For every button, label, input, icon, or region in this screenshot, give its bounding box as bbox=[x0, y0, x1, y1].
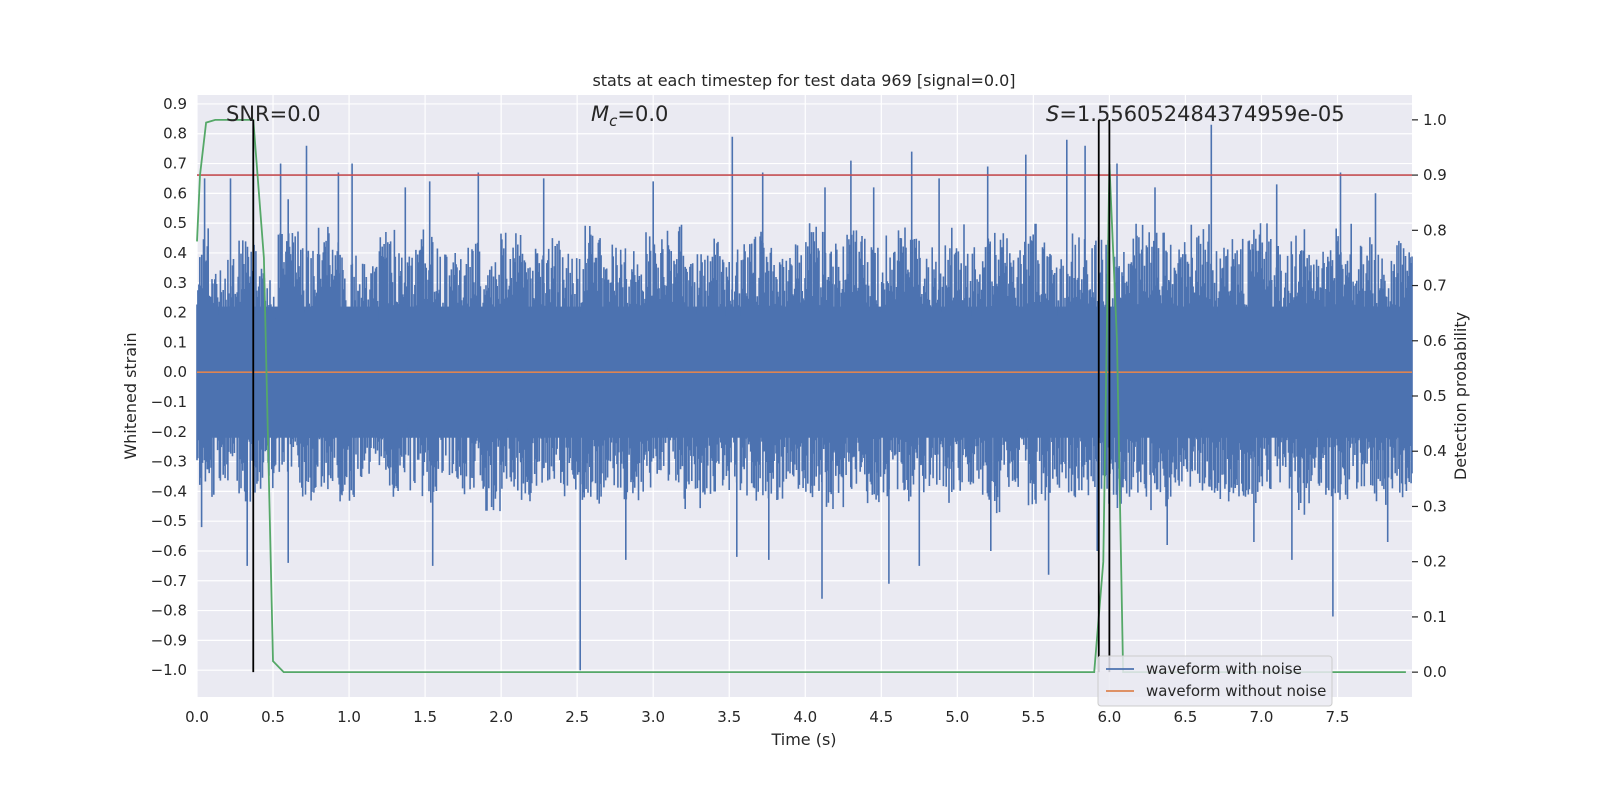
chirp-mass-symbol: M bbox=[591, 102, 609, 126]
y-tick-label: 0.1 bbox=[163, 333, 187, 351]
x-tick-label: 4.0 bbox=[793, 708, 817, 726]
y-tick-label: −0.8 bbox=[151, 602, 187, 620]
y-tick-label: −0.4 bbox=[151, 482, 187, 500]
y-tick-label: −0.5 bbox=[151, 512, 187, 530]
x-tick-label: 2.0 bbox=[489, 708, 513, 726]
y-right-tick-label: 0.2 bbox=[1423, 553, 1447, 571]
legend-label-noise: waveform with noise bbox=[1146, 660, 1302, 678]
x-tick-label: 6.5 bbox=[1173, 708, 1197, 726]
x-tick-label: 1.0 bbox=[337, 708, 361, 726]
y-tick-label: −0.3 bbox=[151, 453, 187, 471]
overlay bbox=[196, 119, 1412, 673]
y-tick-label: −0.7 bbox=[151, 572, 187, 590]
x-tick-label: 0.0 bbox=[185, 708, 209, 726]
y-tick-label: −0.1 bbox=[151, 393, 187, 411]
x-tick-label: 5.5 bbox=[1021, 708, 1045, 726]
y-right-tick-label: 1.0 bbox=[1423, 111, 1447, 129]
chart-title: stats at each timestep for test data 969… bbox=[592, 71, 1015, 90]
legend: waveform with noise waveform without noi… bbox=[1097, 655, 1333, 707]
legend-label-clean: waveform without noise bbox=[1146, 682, 1326, 700]
y-right-tick-label: 0.0 bbox=[1423, 663, 1447, 681]
ticks: 0.0 0.5 1.0 1.5 2.0 2.5 3.0 3.5 4.0 4.5 5.0 5.5 6.0 6… bbox=[151, 95, 1447, 726]
y-tick-label: 0.0 bbox=[163, 363, 187, 381]
x-tick-label: 1.5 bbox=[413, 708, 437, 726]
chirp-mass-subscript: c bbox=[609, 112, 618, 130]
y-right-tick-label: 0.9 bbox=[1423, 166, 1447, 184]
x-tick-label: 5.0 bbox=[945, 708, 969, 726]
snr-annotation: SNR=0.0 bbox=[226, 102, 321, 126]
y-tick-label: 0.9 bbox=[163, 95, 187, 113]
s-value: =1.556052484374959e-05 bbox=[1059, 102, 1344, 126]
y-axis-label: Whitened strain bbox=[121, 332, 140, 459]
x-tick-label: 0.5 bbox=[261, 708, 285, 726]
x-tick-label: 7.5 bbox=[1326, 708, 1350, 726]
x-tick-label: 6.0 bbox=[1097, 708, 1121, 726]
y-tick-label: −0.2 bbox=[151, 423, 187, 441]
legend-box bbox=[1097, 655, 1333, 707]
x-tick-label: 2.5 bbox=[565, 708, 589, 726]
y-tick-label: 0.3 bbox=[163, 274, 187, 292]
detection-probability-line bbox=[196, 119, 1406, 673]
y-right-tick-label: 0.3 bbox=[1423, 497, 1447, 515]
x-axis-label: Time (s) bbox=[770, 730, 836, 749]
y-right-tick-label: 0.8 bbox=[1423, 221, 1447, 239]
s-annotation: S=1.556052484374959e-05 bbox=[1046, 102, 1345, 126]
y-tick-label: 0.7 bbox=[163, 155, 187, 173]
y-tick-label: −0.6 bbox=[151, 542, 187, 560]
y-right-tick-label: 0.7 bbox=[1423, 277, 1447, 295]
chirp-mass-value: =0.0 bbox=[617, 102, 668, 126]
x-tick-label: 4.5 bbox=[869, 708, 893, 726]
y-right-tick-label: 0.1 bbox=[1423, 608, 1447, 626]
x-tick-label: 3.5 bbox=[717, 708, 741, 726]
y-right-tick-label: 0.5 bbox=[1423, 387, 1447, 405]
y-tick-label: 0.5 bbox=[163, 214, 187, 232]
y-right-tick-label: 0.6 bbox=[1423, 332, 1447, 350]
y-axis-right-label: Detection probability bbox=[1451, 312, 1470, 480]
y-tick-label: 0.6 bbox=[163, 184, 187, 202]
y-tick-label: 0.8 bbox=[163, 125, 187, 143]
y-tick-label: −1.0 bbox=[151, 661, 187, 679]
x-tick-label: 3.0 bbox=[641, 708, 665, 726]
x-tick-label: 7.0 bbox=[1250, 708, 1274, 726]
y-tick-label: 0.2 bbox=[163, 304, 187, 322]
y-tick-label: 0.4 bbox=[163, 244, 187, 262]
chirp-mass-annotation: Mc=0.0 bbox=[591, 102, 668, 130]
y-tick-label: −0.9 bbox=[151, 631, 187, 649]
s-symbol: S bbox=[1046, 102, 1059, 126]
y-right-tick-label: 0.4 bbox=[1423, 442, 1447, 460]
